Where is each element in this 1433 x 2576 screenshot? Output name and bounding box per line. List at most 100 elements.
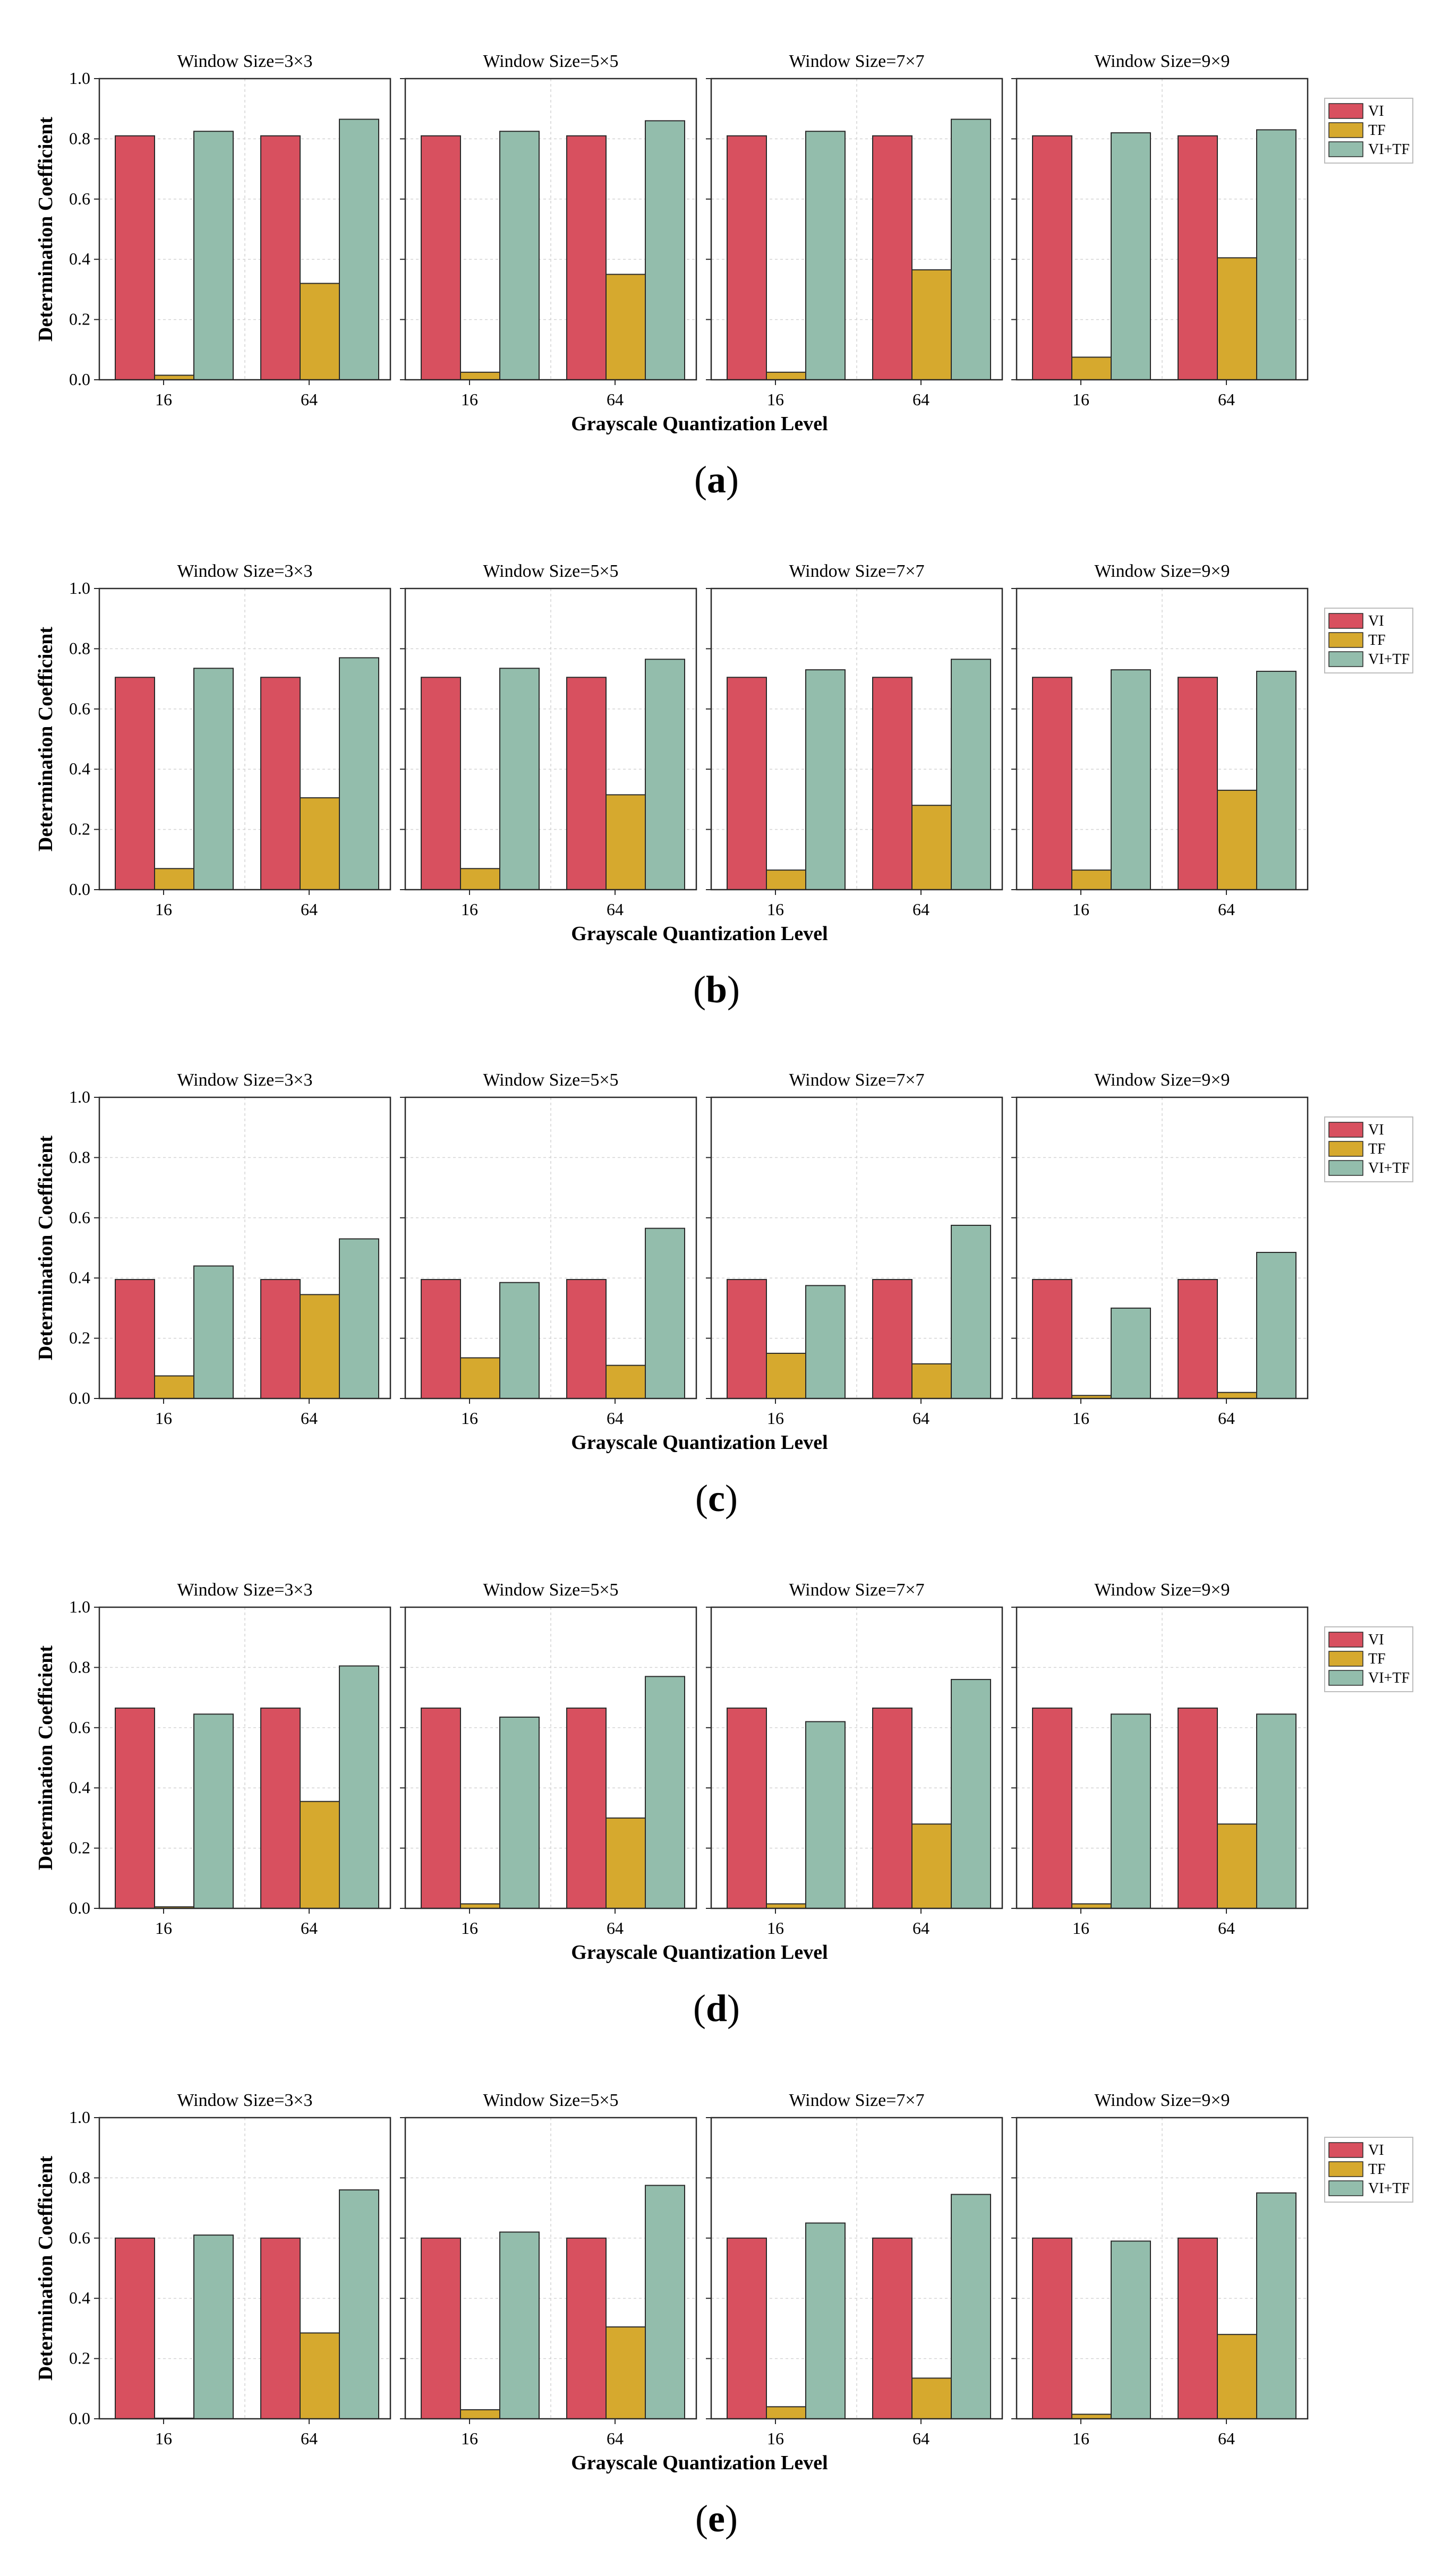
bar-vi-tf-64 <box>339 118 379 380</box>
bar-vi-16 <box>1032 135 1072 380</box>
subplot-title: Window Size=3×3 <box>177 561 312 581</box>
bar-tf-64 <box>605 2326 646 2419</box>
x-axis-label: Grayscale Quantization Level <box>571 2452 828 2474</box>
subplot-frame <box>98 587 391 891</box>
bar-tf-64 <box>300 1801 340 1909</box>
subplot-title: Window Size=5×5 <box>483 52 618 71</box>
subplot-2: Window Size=5×5 16 64 <box>400 1070 697 1428</box>
bar-vi-64 <box>1178 135 1218 380</box>
x-tick-label: 16 <box>461 1409 478 1428</box>
bar-vi-tf-16 <box>805 1285 846 1399</box>
y-axis-label: Determination Coefficient <box>35 117 57 342</box>
subplot-title: Window Size=7×7 <box>789 1580 924 1600</box>
bar-tf-16 <box>766 371 806 381</box>
y-tick-label: 0.8 <box>69 638 90 658</box>
legend-swatch-vi <box>1328 103 1363 119</box>
y-tick-label: 0.6 <box>69 699 90 718</box>
y-tick-label: 0.4 <box>69 249 90 268</box>
y-tick-label: 0.8 <box>69 1657 90 1676</box>
subplot-title: Window Size=9×9 <box>1094 1070 1230 1090</box>
y-tick-label: 1.0 <box>69 1597 90 1616</box>
legend-swatch-vi <box>1328 1632 1363 1648</box>
bar-vi-16 <box>115 1707 155 1909</box>
legend-label: VI <box>1368 2142 1384 2159</box>
y-tick-label: 0.6 <box>69 1208 90 1227</box>
legend-swatch-vi <box>1328 2142 1363 2158</box>
bar-vi-16 <box>727 135 767 380</box>
subplot-frame <box>710 587 1003 891</box>
x-tick-label: 16 <box>1072 1918 1089 1938</box>
bar-vi-64 <box>260 1707 301 1909</box>
bar-tf-16 <box>460 2409 500 2420</box>
bar-vi-tf-16 <box>499 668 540 890</box>
y-tick-label: 0.6 <box>69 1718 90 1737</box>
figure-caption: (b) <box>693 968 740 1011</box>
chart-figure-e: 0.0 0.2 0.4 0.6 0.8 1.0 Determination Coeffici… <box>35 2091 1413 2540</box>
bar-tf-64 <box>300 797 340 890</box>
y-tick-label: 0.2 <box>69 820 90 839</box>
subplot-frame <box>710 1096 1003 1400</box>
subplot-frame <box>404 1606 697 1909</box>
bar-tf-16 <box>1071 869 1112 891</box>
x-tick-label: 64 <box>607 390 624 409</box>
x-tick-label: 16 <box>155 1409 172 1428</box>
bar-vi-tf-16 <box>1111 669 1151 890</box>
y-tick-label: 0.8 <box>69 2168 90 2187</box>
bar-tf-64 <box>1217 1823 1257 1909</box>
legend-swatch-vi-tf <box>1328 651 1363 667</box>
bar-vi-16 <box>1032 677 1072 890</box>
bar-vi-16 <box>421 1707 461 1909</box>
bar-vi-tf-64 <box>1256 1713 1296 1909</box>
legend: VI TF VI+TF <box>1324 608 1413 673</box>
subplot-title: Window Size=9×9 <box>1094 1580 1230 1600</box>
bar-vi-16 <box>421 2237 461 2419</box>
bar-tf-16 <box>766 869 806 891</box>
bar-vi-16 <box>727 1279 767 1399</box>
subplot-1: Window Size=3×3 16 64 <box>94 52 391 409</box>
y-axis-label: Determination Coefficient <box>35 2156 57 2381</box>
legend-label: VI+TF <box>1368 1670 1410 1686</box>
bar-vi-tf-64 <box>1256 129 1296 380</box>
legend: VI TF VI+TF <box>1324 2137 1413 2203</box>
subplot-frame <box>710 78 1003 381</box>
bar-vi-tf-16 <box>499 1716 540 1909</box>
bar-vi-64 <box>566 1279 607 1399</box>
bar-tf-64 <box>911 1823 952 1909</box>
bar-vi-64 <box>566 135 607 380</box>
bar-vi-tf-16 <box>805 2222 846 2420</box>
bar-vi-64 <box>872 1707 912 1909</box>
subplot-frame <box>404 587 697 891</box>
y-axis-label: Determination Coefficient <box>35 1645 57 1870</box>
x-tick-label: 64 <box>1218 2429 1235 2448</box>
bar-vi-64 <box>1178 2237 1218 2419</box>
subplot-frame <box>404 78 697 381</box>
chart-figure-d: 0.0 0.2 0.4 0.6 0.8 1.0 Determination Coeffici… <box>35 1580 1413 2029</box>
x-axis-label: Grayscale Quantization Level <box>571 1431 828 1454</box>
y-tick-label: 0.0 <box>69 880 90 899</box>
bar-vi-64 <box>872 135 912 380</box>
bar-vi-64 <box>260 2237 301 2419</box>
x-tick-label: 64 <box>1218 1918 1235 1938</box>
y-tick-label: 0.2 <box>69 1328 90 1347</box>
x-tick-label: 64 <box>912 1409 929 1428</box>
bar-vi-16 <box>727 2237 767 2419</box>
bar-vi-64 <box>260 1279 301 1399</box>
subplot-title: Window Size=5×5 <box>483 2091 618 2110</box>
subplot-title: Window Size=5×5 <box>483 561 618 581</box>
legend: VI TF VI+TF <box>1324 1116 1413 1182</box>
x-tick-label: 64 <box>912 2429 929 2448</box>
y-tick-label: 0.4 <box>69 1268 90 1287</box>
legend-swatch-tf <box>1328 1651 1363 1667</box>
bar-tf-64 <box>1217 789 1257 891</box>
bar-tf-16 <box>460 868 500 891</box>
legend-swatch-tf <box>1328 2161 1363 2177</box>
subplot-2: Window Size=5×5 16 64 <box>400 52 697 409</box>
subplot-3: Window Size=7×7 16 64 <box>706 1070 1003 1428</box>
legend-swatch-tf <box>1328 122 1363 138</box>
legend-label: VI+TF <box>1368 1160 1410 1176</box>
x-tick-label: 16 <box>155 390 172 409</box>
x-tick-label: 64 <box>1218 390 1235 409</box>
subplot-frame <box>710 1606 1003 1909</box>
chart-figure-a: 0.0 0.2 0.4 0.6 0.8 1.0 Determination Coeffici… <box>35 52 1413 501</box>
